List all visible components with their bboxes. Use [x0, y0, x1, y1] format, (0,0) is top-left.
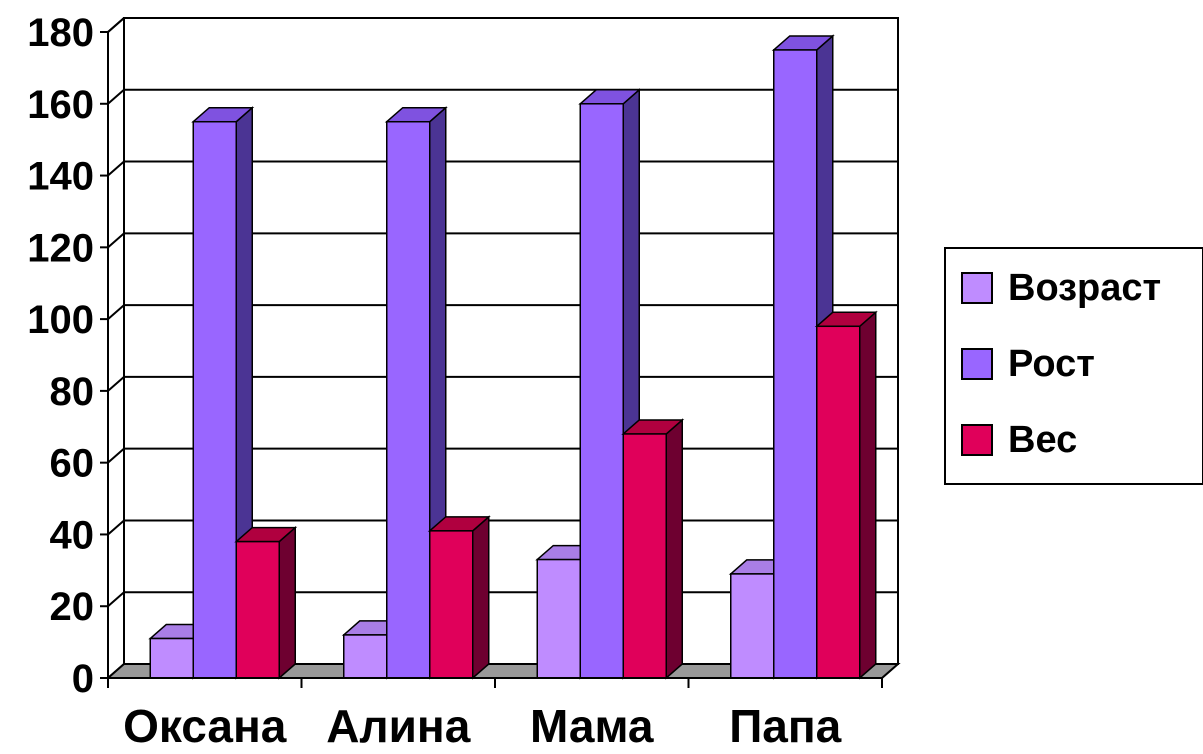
x-axis: Оксана Алина Мама Папа: [107, 677, 883, 752]
bar-Рост-Папа: [771, 34, 835, 680]
gridline-side: [107, 89, 125, 105]
bar-side: [665, 418, 683, 680]
legend: Возраст Рост Вес: [944, 247, 1203, 485]
y-tick-label: 160: [27, 83, 94, 127]
bar-front: [773, 49, 818, 679]
legend-swatch: [961, 424, 993, 456]
bar-Вес-Оксана: [234, 525, 298, 680]
bar-front: [730, 573, 775, 679]
gridline-side: [107, 17, 125, 33]
gridline-side: [107, 591, 125, 607]
bar-side: [859, 310, 877, 680]
bar-front: [343, 634, 388, 679]
y-tick-label: 20: [50, 585, 95, 629]
x-category-label: Оксана: [123, 700, 287, 752]
y-tick-label: 100: [27, 298, 94, 342]
bar-front: [192, 120, 237, 679]
legend-label: Вес: [1008, 419, 1077, 461]
bar-side: [278, 525, 296, 680]
gridline-side: [107, 376, 125, 392]
x-category-label: Мама: [530, 700, 654, 752]
bar-Рост-Оксана: [191, 106, 255, 680]
x-category-label: Алина: [326, 700, 471, 752]
y-tick-label: 60: [50, 442, 95, 486]
bar-front: [429, 530, 474, 679]
y-tick-label: 40: [50, 513, 95, 557]
gridline-side: [107, 232, 125, 249]
y-tick-label: 140: [27, 155, 94, 199]
bar-front: [579, 103, 624, 679]
y-axis: 0 20 40 60 80 100 120 140 160 180: [27, 11, 109, 701]
legend-swatch: [961, 348, 993, 380]
legend-label: Возраст: [1008, 267, 1161, 309]
bars-group: [148, 34, 878, 680]
legend-label: Рост: [1008, 343, 1095, 385]
bar-front: [235, 540, 280, 679]
bar-front: [816, 325, 861, 679]
y-tick-label: 80: [50, 370, 95, 414]
bar-Вес-Мама: [621, 418, 685, 680]
bar-Вес-Папа: [814, 310, 878, 680]
gridline-side: [107, 160, 125, 177]
y-tick-label: 120: [27, 226, 94, 270]
bar-front: [536, 558, 581, 679]
bar-Вес-Алина: [427, 515, 491, 680]
legend-swatch: [961, 272, 993, 304]
gridline-side: [107, 304, 125, 320]
bar-front: [149, 637, 194, 679]
gridline-side: [107, 519, 125, 536]
gridline-side: [107, 447, 125, 464]
x-category-label: Папа: [729, 700, 841, 752]
bar-front: [386, 120, 431, 679]
bar-front: [622, 433, 667, 679]
y-tick-label: 0: [72, 657, 94, 701]
y-tick-label: 180: [27, 11, 94, 55]
bar-side: [472, 515, 490, 680]
